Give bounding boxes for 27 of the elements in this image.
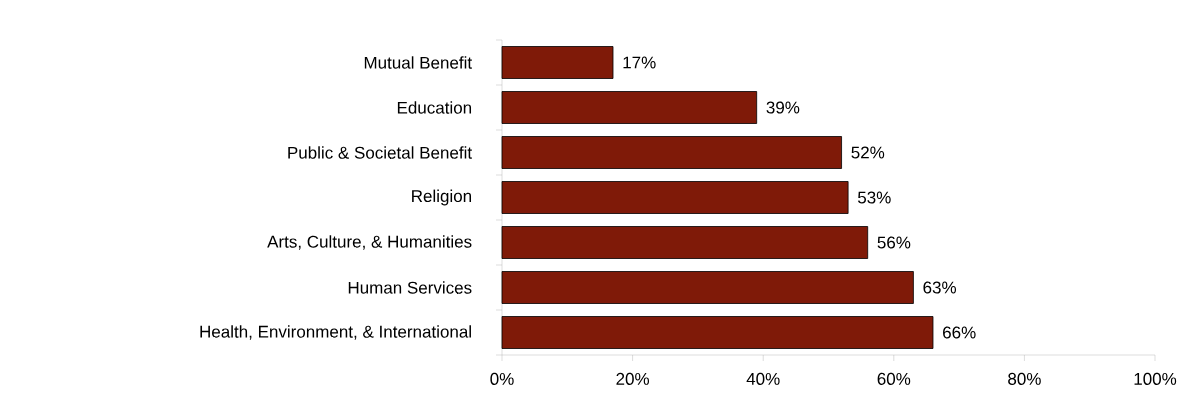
x-tick-label: 0% [490,372,514,385]
data-label: 39% [766,101,800,114]
y-tick-label: Human Services [348,281,472,294]
bar [501,46,614,79]
data-label: 17% [623,56,656,69]
bar [501,316,934,349]
y-tick-label: Mutual Benefit [364,56,472,69]
x-tick-label: 80% [1008,372,1041,385]
y-tick-label: Arts, Culture, & Humanities [267,235,472,250]
y-tick-label: Public & Societal Benefit [288,146,472,159]
y-tick-label: Education [397,101,472,114]
data-label: 66% [943,326,976,339]
y-tick-label: Health, Environment, & International [200,325,471,340]
data-label: 56% [877,236,911,249]
bar [501,226,869,259]
x-tick-label: 100% [1134,372,1177,385]
x-tick-label: 60% [877,372,911,385]
x-tick-label: 20% [616,372,650,385]
x-tick-label: 40% [746,372,780,385]
bar [501,271,914,304]
bar [501,181,849,214]
data-label: 52% [851,146,885,159]
bar [501,136,842,169]
y-tick-label: Religion [412,189,472,206]
data-label: 63% [923,281,957,294]
bar [501,91,758,124]
data-label: 53% [857,191,891,204]
